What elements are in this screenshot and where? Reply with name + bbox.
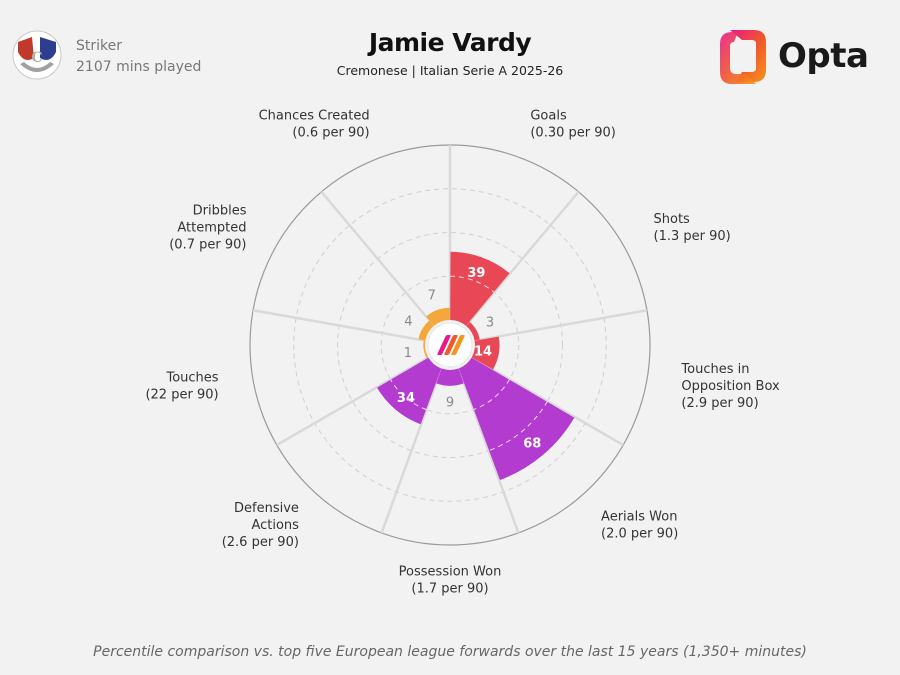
radar-value-label: 3 — [486, 315, 494, 330]
player-info: Striker 2107 mins played — [76, 36, 201, 78]
radar-metric-label: Goals — [530, 109, 567, 124]
radar-grid-ring — [337, 232, 563, 458]
radar-bar-grid — [449, 275, 495, 293]
radar-spoke — [465, 190, 580, 327]
radar-bar — [436, 368, 464, 386]
radar-metric-label: (2.9 per 90) — [681, 396, 758, 411]
radar-metric-label: Opposition Box — [681, 379, 780, 394]
opta-slash-icon — [437, 335, 465, 355]
player-position: Striker — [76, 38, 122, 54]
chart-subtitle: Cremonese | Italian Serie A 2025-26 — [336, 63, 564, 78]
radar-metric-label: Possession Won — [399, 565, 502, 580]
opta-logo: Opta — [716, 26, 876, 88]
radar-grid-ring — [380, 275, 520, 415]
title-block: Jamie Vardy Cremonese | Italian Serie A … — [0, 28, 900, 78]
radar-metric-label: (22 per 90) — [145, 387, 218, 402]
footnote: Percentile comparison vs. top five Europ… — [93, 644, 807, 660]
radar-metric-label: (1.7 per 90) — [411, 582, 488, 597]
player-name: Jamie Vardy — [368, 28, 532, 57]
radar-spoke — [276, 356, 429, 447]
minutes-played: 2107 mins played — [76, 59, 202, 75]
radar-value-label: 7 — [428, 288, 436, 303]
radar-spoke — [380, 368, 443, 534]
radar-value-label: 68 — [523, 437, 541, 452]
radar-spoke — [457, 368, 520, 534]
radar-metric-label: Dribbles — [193, 204, 247, 219]
radar-bar-grid — [473, 379, 510, 411]
radar-metric-label: Touches — [165, 370, 218, 385]
radar-metric-label: (0.6 per 90) — [292, 126, 369, 141]
radar-metric-label: (0.7 per 90) — [169, 238, 246, 253]
radar-metric-label: (2.6 per 90) — [222, 535, 299, 550]
radar-bar — [471, 336, 500, 370]
radar-value-label: 1 — [404, 346, 412, 361]
radar-grid-ring — [293, 188, 607, 502]
radar-value-label: 9 — [446, 395, 454, 410]
radar-bar — [423, 340, 429, 359]
radar-spoke — [474, 309, 648, 342]
radar-metric-label: Attempted — [177, 221, 246, 236]
radar-spoke — [252, 309, 426, 342]
radar-bar-grid — [390, 379, 427, 411]
club-crest-logo: C — [12, 30, 62, 80]
opta-mark-icon — [720, 30, 766, 84]
radar-metric-label: Aerials Won — [601, 510, 677, 525]
radar-bar — [450, 251, 510, 326]
radar-value-label: 39 — [467, 266, 485, 281]
radar-bar — [426, 307, 450, 326]
radar-metric-label: Chances Created — [259, 109, 370, 124]
radar-metric-label: Touches in — [680, 362, 749, 377]
radar-value-label: 4 — [404, 315, 412, 330]
svg-text:C: C — [31, 50, 42, 66]
radar-spoke — [320, 190, 435, 327]
radar-metric-label: (0.30 per 90) — [530, 126, 616, 141]
opta-wordmark: Opta — [778, 36, 869, 76]
radar-bar — [418, 320, 434, 341]
radar-bar — [458, 357, 575, 481]
radar-metric-label: (2.0 per 90) — [601, 527, 678, 542]
radar-metric-label: Actions — [251, 518, 299, 533]
radar-value-label: 14 — [474, 344, 492, 359]
radar-bar — [466, 321, 480, 341]
radar-metric-label: (1.3 per 90) — [654, 229, 731, 244]
radar-bar-grid — [488, 400, 548, 452]
radar-metric-label: Shots — [654, 212, 691, 227]
radar-bar — [377, 357, 442, 425]
radar-metric-label: Defensive — [234, 501, 299, 516]
radar-value-label: 34 — [397, 391, 415, 406]
